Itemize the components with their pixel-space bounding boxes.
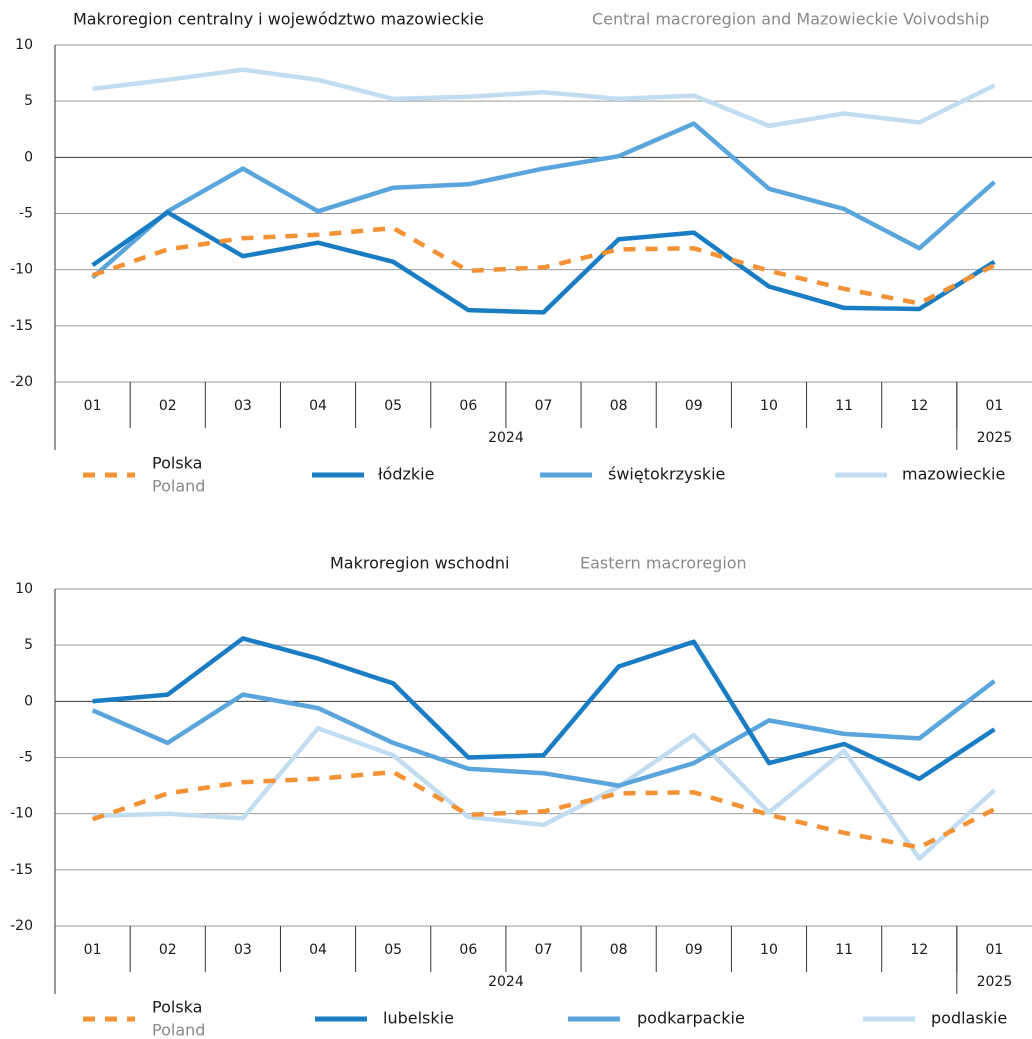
x-tick-label: 02 <box>159 942 177 958</box>
y-tick-label: -15 <box>10 318 33 334</box>
x-tick-label: 10 <box>760 398 778 414</box>
x-group-label: 2024 <box>488 974 524 990</box>
series-line <box>92 726 996 861</box>
x-tick-label: 07 <box>535 942 553 958</box>
series-line <box>91 225 996 306</box>
legend-label: Polska <box>152 998 202 1017</box>
x-tick-label: 04 <box>309 942 327 958</box>
chart-subtitle: Central macroregion and Mazowieckie Voiv… <box>592 10 989 29</box>
legend-label: Polska <box>152 454 202 473</box>
x-tick-label: 03 <box>234 398 252 414</box>
legend-label: lubelskie <box>383 1009 454 1028</box>
legend-label: świętokrzyskie <box>608 465 725 484</box>
series-line <box>91 121 996 280</box>
x-group-label: 2025 <box>977 974 1013 990</box>
y-tick-label: -10 <box>10 262 33 278</box>
x-tick-label: 11 <box>835 942 853 958</box>
y-tick-label: 0 <box>24 149 33 165</box>
y-tick-label: -5 <box>19 750 33 766</box>
x-tick-label: 09 <box>685 398 703 414</box>
x-tick-label: 06 <box>459 942 477 958</box>
x-tick-label: 11 <box>835 398 853 414</box>
x-tick-label: 07 <box>535 398 553 414</box>
legend-sublabel: Poland <box>152 1021 205 1039</box>
x-tick-label: 05 <box>384 398 402 414</box>
legend-label: łódzkie <box>378 465 434 484</box>
legend-sublabel: Poland <box>152 477 205 496</box>
series-line <box>91 210 996 315</box>
x-tick-label: 01 <box>84 942 102 958</box>
y-tick-label: 0 <box>24 693 33 709</box>
chart-title: Makroregion wschodni <box>330 554 509 573</box>
y-tick-label: -10 <box>10 806 33 822</box>
x-tick-label: 01 <box>986 398 1004 414</box>
legend-label: podlaskie <box>931 1009 1007 1028</box>
y-tick-label: 10 <box>15 37 33 53</box>
x-tick-label: 01 <box>84 398 102 414</box>
x-tick-label: 06 <box>459 398 477 414</box>
x-tick-label: 04 <box>309 398 327 414</box>
legend-label: podkarpackie <box>637 1009 745 1028</box>
y-tick-label: 5 <box>24 637 33 653</box>
y-tick-label: -15 <box>10 862 33 878</box>
series-line <box>92 67 996 129</box>
y-tick-label: -20 <box>10 918 33 934</box>
x-tick-label: 01 <box>986 942 1004 958</box>
y-tick-label: -20 <box>10 374 33 390</box>
y-tick-label: -5 <box>19 206 33 222</box>
chart-title: Makroregion centralny i województwo mazo… <box>73 10 484 29</box>
y-tick-label: 10 <box>15 581 33 597</box>
x-tick-label: 10 <box>760 942 778 958</box>
x-tick-label: 08 <box>610 398 628 414</box>
x-tick-label: 09 <box>685 942 703 958</box>
chart-subtitle: Eastern macroregion <box>580 554 747 573</box>
x-tick-label: 05 <box>384 942 402 958</box>
x-tick-label: 02 <box>159 398 177 414</box>
series-line <box>91 679 996 788</box>
x-tick-label: 12 <box>910 942 928 958</box>
x-tick-label: 03 <box>234 942 252 958</box>
series-line <box>91 769 996 850</box>
y-tick-label: 5 <box>24 93 33 109</box>
x-tick-label: 12 <box>910 398 928 414</box>
x-group-label: 2025 <box>977 430 1013 446</box>
x-group-label: 2024 <box>488 430 524 446</box>
legend-label: mazowieckie <box>902 465 1005 484</box>
series-line <box>92 636 996 782</box>
x-tick-label: 08 <box>610 942 628 958</box>
